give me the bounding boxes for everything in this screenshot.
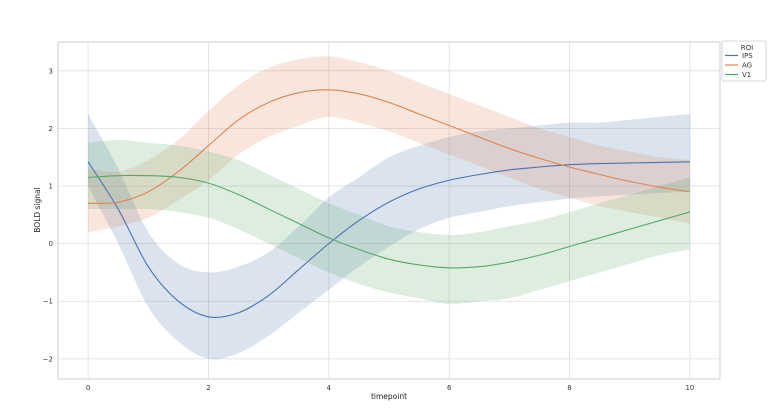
y-tick-label: 1 bbox=[49, 183, 53, 191]
band-v1 bbox=[88, 139, 690, 305]
legend-label-ag: AG bbox=[742, 62, 752, 70]
x-tick-label: 6 bbox=[447, 384, 452, 392]
plot-area bbox=[57, 41, 721, 380]
y-tick-label: −2 bbox=[43, 355, 53, 363]
x-tick-label: 0 bbox=[86, 384, 90, 392]
y-tick-label: −1 bbox=[43, 298, 53, 306]
y-axis-label: BOLD signal bbox=[33, 187, 42, 232]
x-tick-label: 4 bbox=[327, 384, 332, 392]
y-tick-label: 2 bbox=[49, 125, 53, 133]
band-ag bbox=[88, 56, 690, 233]
x-tick-label: 10 bbox=[685, 384, 694, 392]
series-line-ips bbox=[87, 161, 690, 319]
x-axis-label: timepoint bbox=[371, 392, 407, 401]
confidence-bands bbox=[88, 56, 690, 360]
x-axis-ticks: 0 2 4 6 8 10 bbox=[86, 384, 695, 392]
band-ips bbox=[88, 114, 690, 360]
y-axis-ticks: −2 −1 0 1 2 3 bbox=[43, 67, 53, 363]
legend-box bbox=[721, 40, 767, 82]
x-tick-label: 2 bbox=[206, 384, 210, 392]
series-line-ag bbox=[88, 89, 690, 204]
y-tick-label: 3 bbox=[49, 67, 53, 75]
series-line-v1 bbox=[88, 174, 691, 269]
y-tick-label: 0 bbox=[49, 240, 53, 248]
legend-label-ips: IPS bbox=[742, 52, 753, 60]
grid-lines bbox=[58, 42, 720, 379]
series-lines bbox=[87, 89, 691, 319]
legend-title: ROI bbox=[741, 44, 753, 52]
legend-label-v1: V1 bbox=[742, 71, 751, 79]
x-tick-label: 8 bbox=[567, 384, 571, 392]
